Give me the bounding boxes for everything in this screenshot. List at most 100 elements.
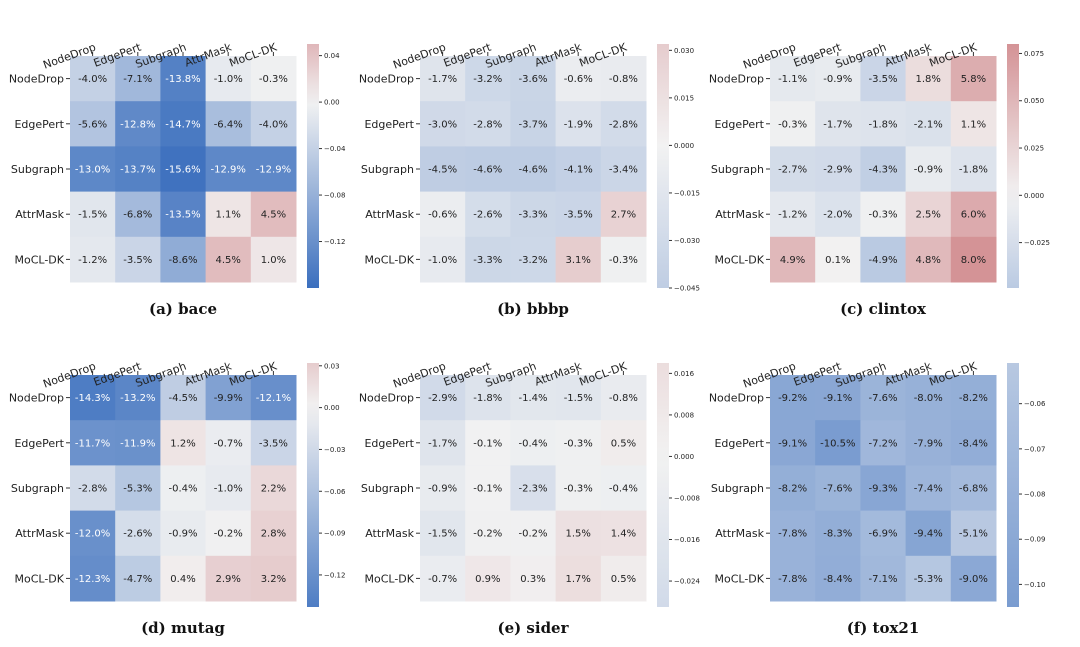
cell-value-label: -0.3% [609,255,638,266]
colorbar-tick-label: −0.12 [324,238,345,246]
heatmap-cell [70,510,116,557]
cell-value-label: -0.6% [428,210,457,221]
colorbar-tick-label: −0.025 [1024,239,1050,247]
y-tick-label: EdgePert [14,437,64,450]
y-tick-label: MoCL-DK [365,253,415,266]
heatmap-cell [815,420,861,466]
heatmap-cell [205,191,252,238]
heatmap-cell [600,555,647,602]
heatmap-cell [815,56,861,102]
cell-value-label: -0.8% [609,74,638,85]
cell-value-label: -0.2% [473,529,502,540]
cell-value-label: 0.3% [520,574,545,585]
heatmap-cell [860,555,907,602]
cell-value-label: -4.3% [868,165,897,176]
cell-value-label: 2.7% [611,210,636,221]
heatmap-cell [600,191,647,238]
cell-value-label: -7.8% [778,574,807,585]
heatmap-cell [600,510,647,557]
y-tick-label: AttrMask [15,527,64,540]
cell-value-label: -12.8% [120,119,155,130]
y-tick-label: AttrMask [15,208,64,221]
heatmap-cell [160,375,207,421]
cell-value-label: -2.9% [428,393,457,404]
cell-value-label: 2.8% [261,529,286,540]
colorbar-tick-label: 0.000 [674,453,694,461]
cell-value-label: -1.7% [428,74,457,85]
heatmap-cell [555,375,602,421]
heatmap-cell [115,465,161,512]
cell-value-label: 8.0% [961,255,986,266]
cell-value-label: -8.0% [914,393,943,404]
heatmap-cell [420,191,466,238]
heatmap-cell [115,555,161,602]
heatmap-cell [250,465,297,512]
heatmap-cell [555,555,602,602]
cell-value-label: -7.6% [868,393,897,404]
cell-value-label: -14.3% [75,393,110,404]
cell-value-label: -9.1% [823,393,852,404]
heatmap-cell [770,146,816,193]
cell-value-label: -0.4% [609,484,638,495]
cell-value-label: -7.1% [868,574,897,585]
heatmap-cell [555,146,602,193]
cell-value-label: -15.6% [165,165,200,176]
cell-value-label: -0.4% [168,484,197,495]
heatmap-cell [905,191,952,238]
heatmap-cell [555,101,602,147]
cell-value-label: -3.2% [518,255,547,266]
colorbar [307,44,319,288]
colorbar-tick-label: −0.016 [674,536,700,544]
heatmap-cell [420,420,466,466]
y-tick-label: MoCL-DK [365,572,415,585]
cell-value-label: -0.9% [168,529,197,540]
cell-value-label: -0.9% [428,484,457,495]
colorbar-tick-label: −0.06 [1024,400,1046,408]
y-tick-label: AttrMask [715,208,764,221]
cell-value-label: -13.7% [120,165,155,176]
cell-value-label: -2.8% [473,119,502,130]
y-tick-label: NodeDrop [9,73,64,86]
cell-value-label: -8.4% [823,574,852,585]
heatmap-cell [115,146,161,193]
y-tick-label: MoCL-DK [715,572,765,585]
cell-value-label: -0.2% [518,529,547,540]
heatmap-cell [510,555,557,602]
cell-value-label: -9.1% [778,438,807,449]
heatmap-cell [70,465,116,512]
y-tick-label: Subgraph [711,482,764,495]
heatmap-cell [860,465,907,512]
heatmap-cell [160,555,207,602]
heatmap-cell [600,465,647,512]
colorbar-tick-label: −0.10 [1024,581,1045,589]
heatmap-cell [205,101,252,147]
colorbar-tick-label: 0.050 [1024,97,1044,105]
cell-value-label: -3.6% [518,74,547,85]
y-tick-label: AttrMask [715,527,764,540]
heatmap-cell [70,555,116,602]
heatmap-cell [250,510,297,557]
colorbar [657,44,669,288]
heatmap-cell [115,510,161,557]
heatmap-cell [600,420,647,466]
cell-value-label: 3.2% [261,574,286,585]
cell-value-label: 4.9% [780,255,805,266]
heatmap-cell [115,375,161,421]
cell-value-label: -8.2% [959,393,988,404]
heatmap-cell [600,101,647,147]
cell-value-label: -7.1% [123,74,152,85]
heatmap-cell [70,101,116,147]
y-tick-label: Subgraph [11,163,64,176]
cell-value-label: -13.5% [165,210,200,221]
heatmap-cell [770,465,816,512]
colorbar [1007,363,1019,607]
heatmap-cell [905,146,952,193]
cell-value-label: -1.0% [428,255,457,266]
heatmap-cell [205,375,252,421]
cell-value-label: -0.1% [473,438,502,449]
cell-value-label: -7.2% [868,438,897,449]
cell-value-label: -0.3% [564,438,593,449]
colorbar-tick-label: 0.000 [674,142,694,150]
heatmap-cell [420,146,466,193]
